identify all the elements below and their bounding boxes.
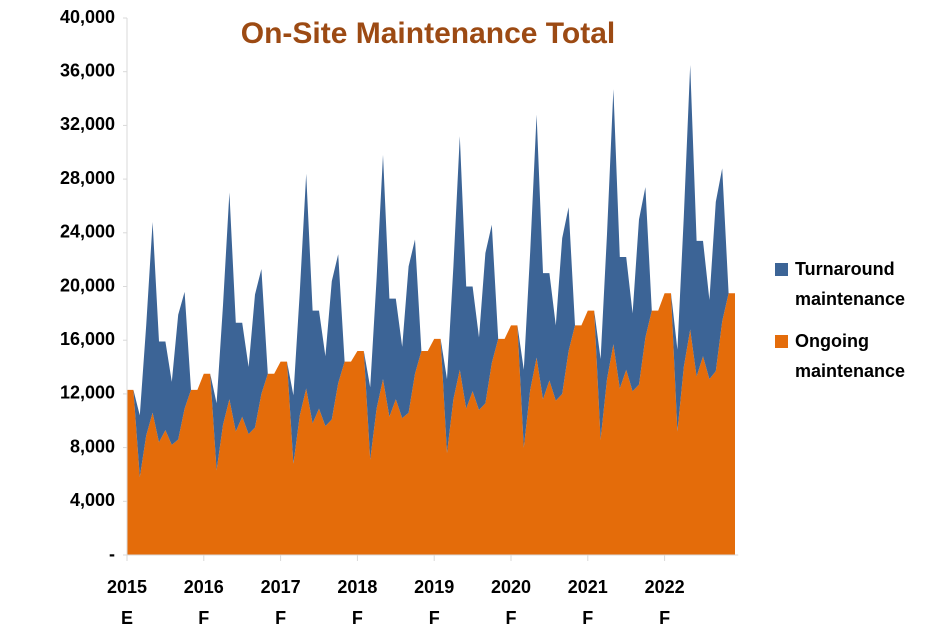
y-tick-label: - xyxy=(109,544,115,564)
y-tick-label: 32,000 xyxy=(60,114,115,134)
area xyxy=(127,64,735,478)
x-tick-label: 2021 F xyxy=(568,577,608,628)
x-tick-label: 2020 F xyxy=(491,577,531,628)
y-tick-label: 20,000 xyxy=(60,275,115,295)
legend-swatch xyxy=(775,263,788,276)
y-tick-label: 40,000 xyxy=(60,7,115,27)
legend-label: Ongoing maintenance xyxy=(795,331,905,381)
x-tick-label: 2016 F xyxy=(184,577,224,628)
y-tick-label: 24,000 xyxy=(60,222,115,242)
chart-title: On-Site Maintenance Total xyxy=(241,17,616,50)
area xyxy=(127,293,735,555)
x-tick-label: 2019 F xyxy=(414,577,454,628)
y-tick-label: 8,000 xyxy=(70,436,115,456)
x-tick-label: 2015 E xyxy=(107,577,147,628)
x-tick-label: 2018 F xyxy=(337,577,377,628)
y-tick-label: 4,000 xyxy=(70,490,115,510)
legend-swatch xyxy=(775,335,788,348)
x-tick-label: 2017 F xyxy=(261,577,301,628)
y-tick-label: 16,000 xyxy=(60,329,115,349)
y-tick-label: 28,000 xyxy=(60,168,115,188)
legend-label: Turnaround maintenance xyxy=(795,259,905,309)
y-tick-label: 36,000 xyxy=(60,60,115,80)
y-tick-label: 12,000 xyxy=(60,383,115,403)
x-tick-label: 2022 F xyxy=(645,577,685,628)
